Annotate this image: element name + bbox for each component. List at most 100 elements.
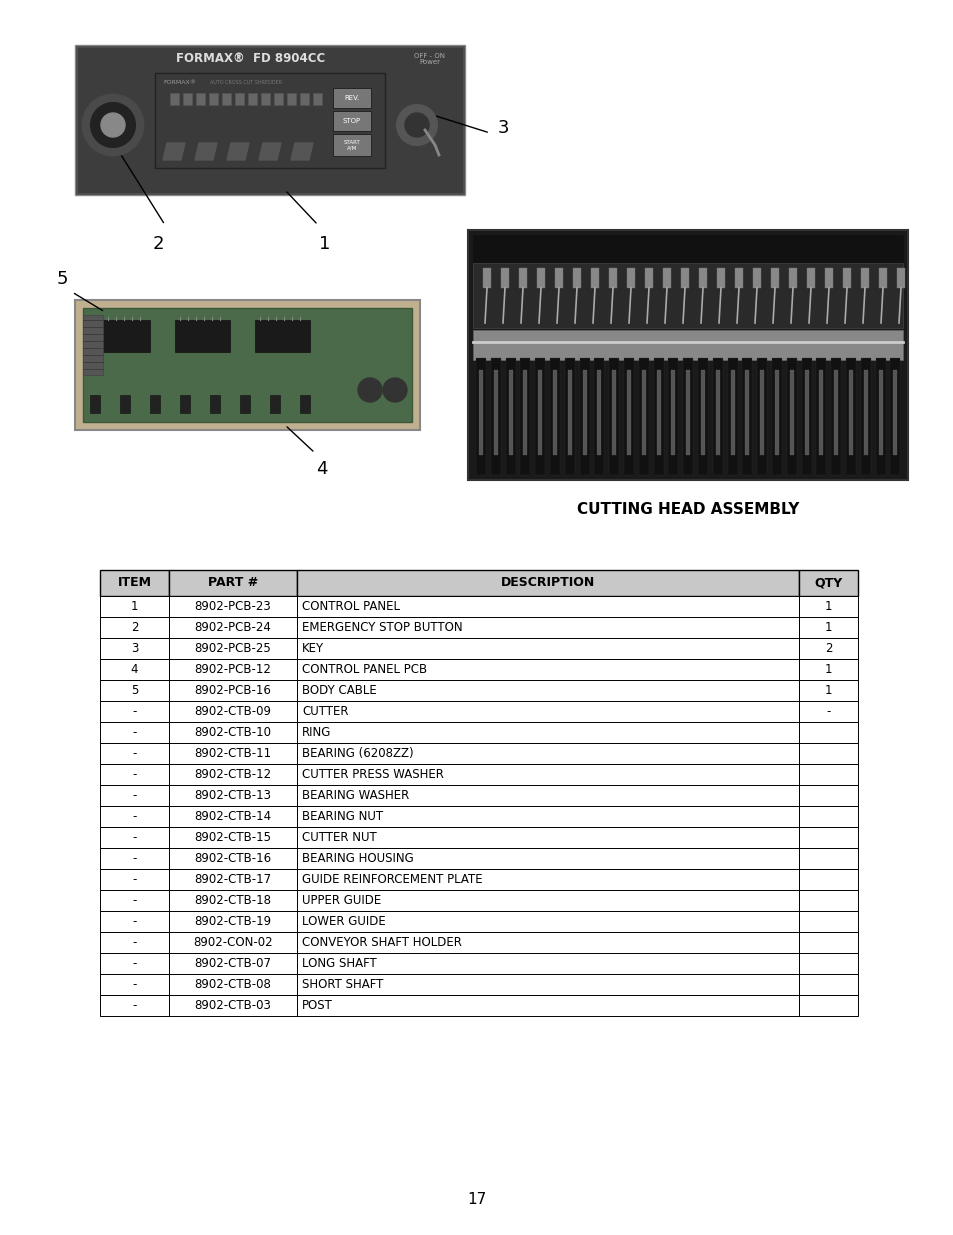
Bar bbox=[550, 358, 559, 475]
Bar bbox=[639, 358, 648, 475]
Bar bbox=[83, 308, 412, 422]
Text: -: - bbox=[132, 873, 136, 885]
Bar bbox=[75, 44, 464, 195]
Bar bbox=[699, 268, 706, 288]
Bar bbox=[83, 315, 103, 375]
Bar bbox=[169, 869, 296, 890]
Text: CUTTING HEAD ASSEMBLY: CUTTING HEAD ASSEMBLY bbox=[577, 501, 799, 517]
Bar bbox=[333, 111, 371, 131]
Bar bbox=[296, 890, 798, 911]
Text: CUTTER NUT: CUTTER NUT bbox=[301, 831, 376, 844]
Text: DESCRIPTION: DESCRIPTION bbox=[500, 577, 595, 589]
Bar bbox=[296, 869, 798, 890]
Bar bbox=[287, 93, 295, 105]
Bar bbox=[505, 358, 515, 475]
Bar bbox=[296, 806, 798, 827]
Bar bbox=[535, 358, 544, 475]
Text: AUTO CROSS CUT SHREDDER: AUTO CROSS CUT SHREDDER bbox=[210, 80, 282, 85]
Bar bbox=[816, 358, 825, 475]
Bar bbox=[333, 135, 371, 156]
Bar bbox=[819, 370, 822, 454]
Bar bbox=[712, 358, 722, 475]
Bar bbox=[169, 932, 296, 953]
Bar bbox=[798, 571, 857, 597]
Text: 8902-CTB-07: 8902-CTB-07 bbox=[194, 957, 271, 969]
Text: BEARING NUT: BEARING NUT bbox=[301, 810, 382, 823]
Bar bbox=[482, 268, 491, 288]
Text: OFF - ON
Power: OFF - ON Power bbox=[414, 53, 445, 65]
Bar bbox=[169, 995, 296, 1016]
Bar bbox=[824, 268, 832, 288]
Bar bbox=[296, 597, 798, 618]
Bar bbox=[100, 869, 169, 890]
Bar bbox=[473, 235, 902, 263]
Bar bbox=[100, 785, 169, 806]
Bar bbox=[296, 680, 798, 701]
Text: CUTTER: CUTTER bbox=[301, 705, 348, 718]
Bar bbox=[473, 263, 902, 329]
Bar bbox=[798, 911, 857, 932]
Bar bbox=[685, 370, 689, 454]
Bar bbox=[579, 358, 589, 475]
Bar bbox=[100, 701, 169, 722]
Bar bbox=[798, 890, 857, 911]
Bar bbox=[154, 73, 385, 168]
Bar bbox=[169, 597, 296, 618]
Bar bbox=[100, 848, 169, 869]
Bar bbox=[296, 571, 798, 597]
Text: SHORT SHAFT: SHORT SHAFT bbox=[301, 978, 383, 990]
Bar bbox=[169, 722, 296, 743]
Bar bbox=[752, 268, 760, 288]
Bar bbox=[209, 93, 218, 105]
Bar bbox=[169, 911, 296, 932]
Bar bbox=[100, 764, 169, 785]
Circle shape bbox=[83, 95, 143, 156]
Circle shape bbox=[357, 378, 381, 403]
Text: 1: 1 bbox=[823, 684, 831, 697]
Bar bbox=[313, 93, 322, 105]
Bar bbox=[299, 395, 310, 412]
Bar bbox=[798, 995, 857, 1016]
Bar bbox=[798, 953, 857, 974]
Bar bbox=[798, 638, 857, 659]
Bar bbox=[296, 701, 798, 722]
Text: LONG SHAFT: LONG SHAFT bbox=[301, 957, 376, 969]
Bar bbox=[656, 370, 659, 454]
Text: -: - bbox=[132, 915, 136, 927]
Bar bbox=[169, 974, 296, 995]
Text: -: - bbox=[132, 810, 136, 823]
Bar bbox=[774, 370, 779, 454]
Bar bbox=[623, 358, 634, 475]
Text: 8902-CTB-08: 8902-CTB-08 bbox=[194, 978, 271, 990]
Text: 8902-CTB-16: 8902-CTB-16 bbox=[194, 852, 272, 864]
Bar bbox=[296, 995, 798, 1016]
Text: -: - bbox=[132, 978, 136, 990]
Bar bbox=[274, 93, 283, 105]
Bar bbox=[789, 370, 793, 454]
Circle shape bbox=[405, 112, 429, 137]
Bar bbox=[564, 358, 575, 475]
Text: -: - bbox=[132, 894, 136, 906]
Bar bbox=[757, 358, 766, 475]
Bar bbox=[77, 47, 462, 193]
Bar bbox=[100, 638, 169, 659]
Bar bbox=[537, 370, 541, 454]
Circle shape bbox=[101, 112, 125, 137]
Text: CUTTER PRESS WASHER: CUTTER PRESS WASHER bbox=[301, 768, 443, 781]
Bar bbox=[169, 618, 296, 638]
Bar bbox=[682, 358, 693, 475]
Text: -: - bbox=[132, 705, 136, 718]
Bar bbox=[717, 268, 724, 288]
Bar bbox=[169, 764, 296, 785]
Bar bbox=[806, 268, 814, 288]
Bar bbox=[860, 358, 870, 475]
Bar bbox=[842, 268, 850, 288]
Bar bbox=[296, 932, 798, 953]
Text: 8902-CTB-09: 8902-CTB-09 bbox=[194, 705, 271, 718]
Text: RING: RING bbox=[301, 726, 331, 739]
Text: 8902-CTB-19: 8902-CTB-19 bbox=[194, 915, 272, 927]
Bar bbox=[845, 358, 855, 475]
Bar bbox=[771, 358, 781, 475]
Text: START
A/M: START A/M bbox=[343, 140, 360, 151]
Bar bbox=[609, 358, 618, 475]
